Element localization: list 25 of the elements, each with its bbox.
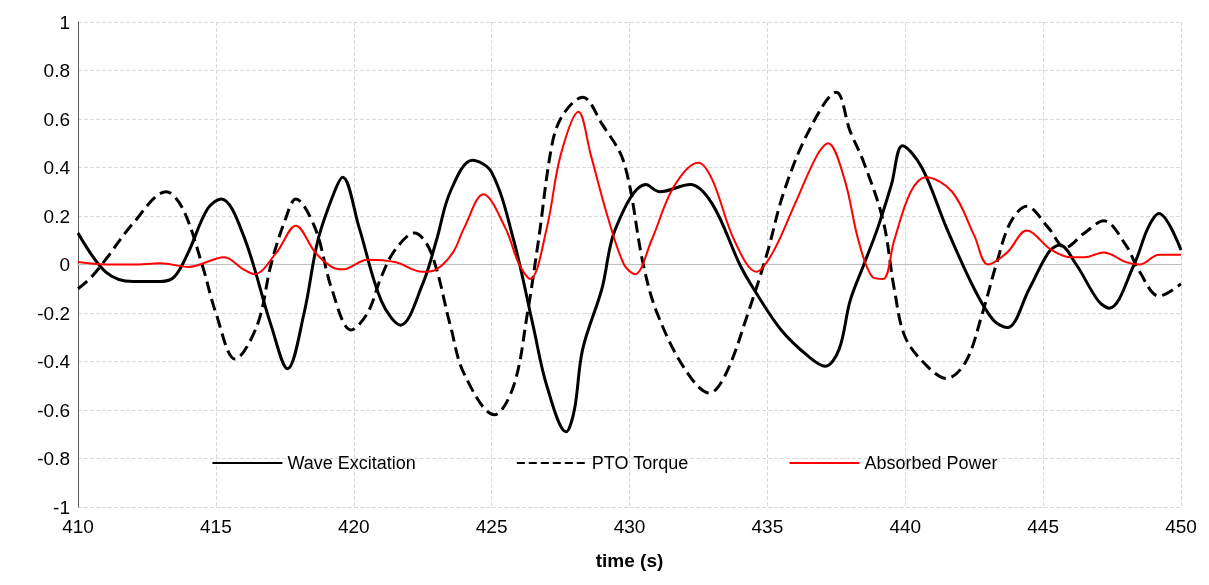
y-tick-label: 0 xyxy=(59,254,70,275)
x-tick-label: 415 xyxy=(200,516,232,537)
y-tick-label: 0.6 xyxy=(43,108,70,130)
y-tick-label: 0.4 xyxy=(43,157,71,178)
y-tick-label: -0.2 xyxy=(37,302,70,324)
x-tick-label: 435 xyxy=(751,516,784,537)
y-tick-label: -0.8 xyxy=(37,448,70,469)
legend-label: Wave Excitation xyxy=(287,453,416,473)
y-tick-label: -0.4 xyxy=(37,351,71,372)
y-tick-label: -0.6 xyxy=(37,399,70,421)
x-tick-label: 445 xyxy=(1027,516,1059,537)
x-tick-label: 440 xyxy=(889,516,922,537)
y-tick-label: -1 xyxy=(53,496,70,518)
x-axis-title: time (s) xyxy=(595,550,664,571)
x-tick-label: 410 xyxy=(62,516,94,537)
x-tick-label: 425 xyxy=(475,516,508,537)
x-tick-label: 450 xyxy=(1165,516,1197,537)
x-tick-label: 420 xyxy=(337,516,370,537)
y-tick-label: 0.2 xyxy=(43,205,70,227)
y-tick-label: 0.8 xyxy=(43,60,70,81)
y-tick-label: 1 xyxy=(59,11,70,33)
legend-label: PTO Torque xyxy=(591,453,689,473)
legend-label: Absorbed Power xyxy=(864,453,998,473)
line-series xyxy=(77,110,1182,281)
x-tick-label: 430 xyxy=(613,516,646,537)
